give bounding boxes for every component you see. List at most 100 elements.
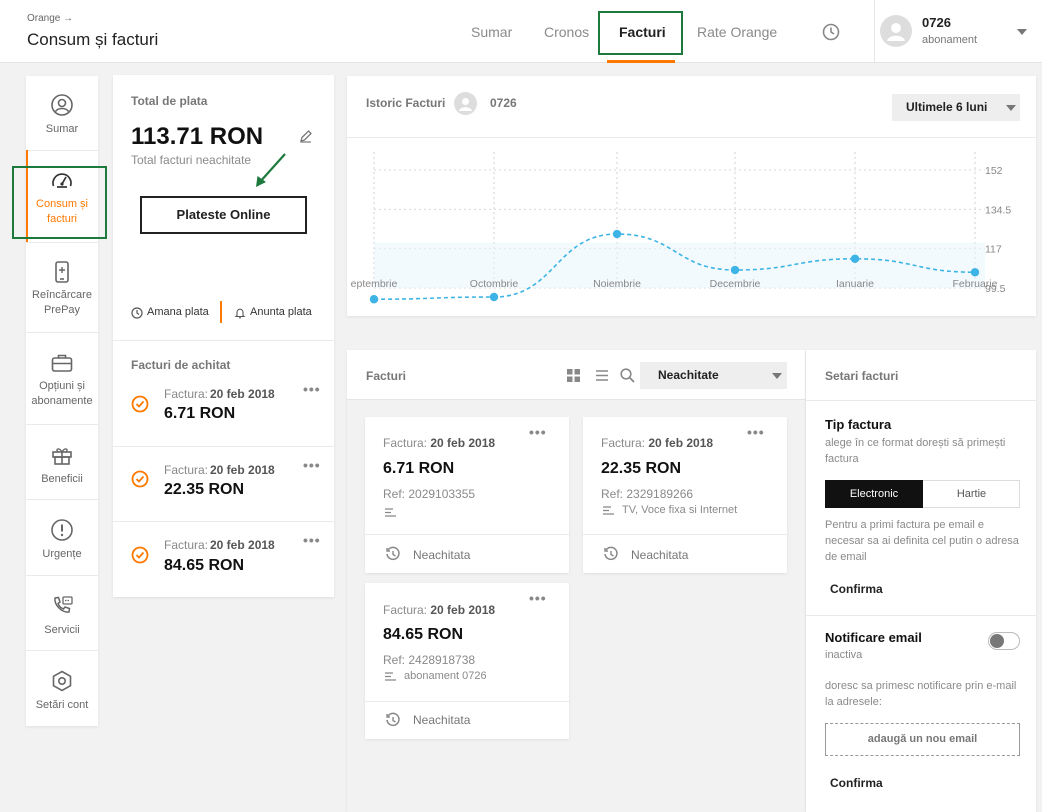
phone-service-icon [50, 594, 74, 618]
grid-view-icon[interactable] [566, 368, 581, 383]
postpone-label: Amana plata [147, 306, 209, 318]
sidebar-item-beneficii[interactable]: Beneficii [26, 425, 98, 500]
invoice-divider [365, 701, 569, 702]
check-circle-icon [131, 546, 149, 564]
history-avatar [454, 92, 477, 115]
item-date: 20 feb 2018 [210, 387, 275, 401]
invoice-amount: 22.35 RON [601, 460, 682, 477]
total-divider [113, 340, 334, 341]
more-options-icon[interactable]: ••• [303, 532, 321, 548]
invoices-panel: Facturi Neachitate Factura: 20 feb 2018 … [347, 350, 805, 812]
option-paper-button[interactable]: Hartie [956, 488, 987, 500]
list-view-icon[interactable] [595, 369, 609, 382]
confirm-notify-button[interactable]: Confirma [830, 776, 883, 790]
tab-sumar[interactable]: Sumar [471, 24, 513, 40]
green-arrow-icon [253, 151, 289, 189]
sidebar-item-setari-cont[interactable]: Setări cont [26, 651, 98, 726]
more-options-icon[interactable]: ••• [303, 381, 321, 397]
user-dropdown-chevron-icon[interactable] [1017, 29, 1027, 35]
list-item[interactable]: Factura: 20 feb 2018 22.35 RON ••• [113, 447, 334, 521]
chart-x-tick-label: Noiembrie [593, 278, 641, 290]
more-options-icon[interactable]: ••• [529, 590, 547, 606]
sidebar-label-sumar: Sumar [45, 123, 79, 135]
sidebar-item-consum-facturi[interactable]: Consum și facturi [26, 151, 98, 243]
invoice-prefix: Factura: [601, 436, 646, 450]
sidebar-label-consum-facturi: Consum și facturi [36, 198, 88, 225]
clock-icon [131, 307, 143, 319]
filter-value: Neachitate [658, 368, 719, 382]
list-divider [113, 521, 334, 522]
history-card: Istoric Facturi 0726 Ultimele 6 luni ept… [347, 76, 1036, 316]
invoice-card[interactable]: Factura: 20 feb 2018 84.65 RON Ref: 2428… [365, 583, 569, 739]
sidebar-item-sumar[interactable]: Sumar [26, 76, 98, 151]
chart-area-band [374, 242, 985, 288]
tab-facturi[interactable]: Facturi [619, 24, 666, 40]
option-electronic-button[interactable]: Electronic [825, 480, 923, 508]
invoices-header: Facturi Neachitate [347, 350, 805, 400]
more-options-icon[interactable]: ••• [747, 424, 765, 440]
chart-series-line [373, 233, 976, 301]
add-email-button[interactable]: adaugă un nou email [825, 723, 1020, 756]
item-date: 20 feb 2018 [210, 538, 275, 552]
chart-point [612, 229, 622, 239]
email-notify-state: inactiva [825, 649, 863, 661]
total-subtitle: Total facturi neachitate [131, 153, 252, 167]
confirm-type-button[interactable]: Confirma [830, 582, 883, 596]
check-circle-icon [131, 395, 149, 413]
chart-y-tick-label: 99.5 [985, 283, 1006, 295]
history-clock-icon[interactable] [822, 23, 840, 41]
sidebar-item-reincarcare[interactable]: Reîncărcare PrePay [26, 243, 98, 333]
sidebar-item-servicii[interactable]: Servicii [26, 576, 98, 651]
invoice-ref: Ref: 2428918738 [383, 653, 476, 667]
invoice-description: TV, Voce fixa si Internet [622, 504, 738, 516]
chart-y-tick-label: 152 [985, 165, 1003, 177]
top-header: Orange → Consum și facturi Sumar Cronos … [0, 0, 1042, 63]
bell-icon [234, 307, 246, 319]
more-options-icon[interactable]: ••• [529, 424, 547, 440]
user-subtitle: abonament [922, 34, 978, 46]
phone-recharge-icon [50, 260, 74, 284]
period-select[interactable]: Ultimele 6 luni [892, 94, 1020, 121]
history-clock-icon [385, 712, 401, 728]
pay-online-button[interactable]: Plateste Online [140, 196, 307, 234]
invoice-status: Neachitata [413, 713, 471, 727]
chart-x-tick-label: Octombrie [470, 278, 519, 290]
item-amount: 22.35 RON [164, 481, 245, 498]
invoice-card[interactable]: Factura: 20 feb 2018 22.35 RON Ref: 2329… [583, 417, 787, 573]
sidebar: Sumar Consum și facturi Reîncărcare PreP… [26, 76, 98, 726]
item-amount: 84.65 RON [164, 557, 245, 574]
chevron-down-icon [772, 373, 782, 379]
description-lines-icon [603, 506, 615, 515]
more-options-icon[interactable]: ••• [303, 457, 321, 473]
chevron-down-icon [1006, 105, 1016, 111]
invoice-date: 20 feb 2018 [648, 436, 714, 450]
tab-cronos[interactable]: Cronos [544, 24, 590, 40]
sidebar-active-indicator [26, 150, 28, 242]
item-prefix: Factura: [164, 463, 209, 477]
sidebar-item-urgente[interactable]: Urgențe [26, 500, 98, 576]
email-notify-desc: doresc sa primesc notificare prin e-mail… [825, 680, 1017, 708]
period-value: Ultimele 6 luni [906, 100, 988, 114]
invoice-status: Neachitata [413, 548, 471, 562]
user-name[interactable]: 0726 [922, 15, 951, 30]
list-divider [113, 446, 334, 447]
description-lines-icon [385, 672, 397, 681]
avatar[interactable] [880, 15, 912, 47]
history-clock-icon [603, 546, 619, 562]
notify-label: Anunta plata [250, 306, 312, 318]
chart-point [850, 254, 860, 263]
email-notify-toggle[interactable] [988, 632, 1020, 650]
invoice-amount: 84.65 RON [383, 626, 464, 643]
invoice-card[interactable]: Factura: 20 feb 2018 6.71 RON Ref: 20291… [365, 417, 569, 573]
search-icon[interactable] [620, 368, 635, 383]
list-item[interactable]: Factura: 20 feb 2018 6.71 RON ••• [113, 375, 334, 446]
invoice-description: abonament 0726 [404, 670, 487, 682]
tab-rate-orange[interactable]: Rate Orange [697, 24, 778, 40]
breadcrumb[interactable]: Orange → [27, 13, 74, 24]
invoice-label: Factura: 20 feb 2018 [383, 436, 495, 450]
list-item[interactable]: Factura: 20 feb 2018 84.65 RON ••• [113, 522, 334, 596]
invoice-filter-select[interactable]: Neachitate [640, 362, 787, 389]
sidebar-item-optiuni[interactable]: Opțiuni și abonamente [26, 333, 98, 425]
history-heading: Istoric Facturi [366, 96, 446, 110]
edit-pencil-icon[interactable] [299, 129, 313, 143]
